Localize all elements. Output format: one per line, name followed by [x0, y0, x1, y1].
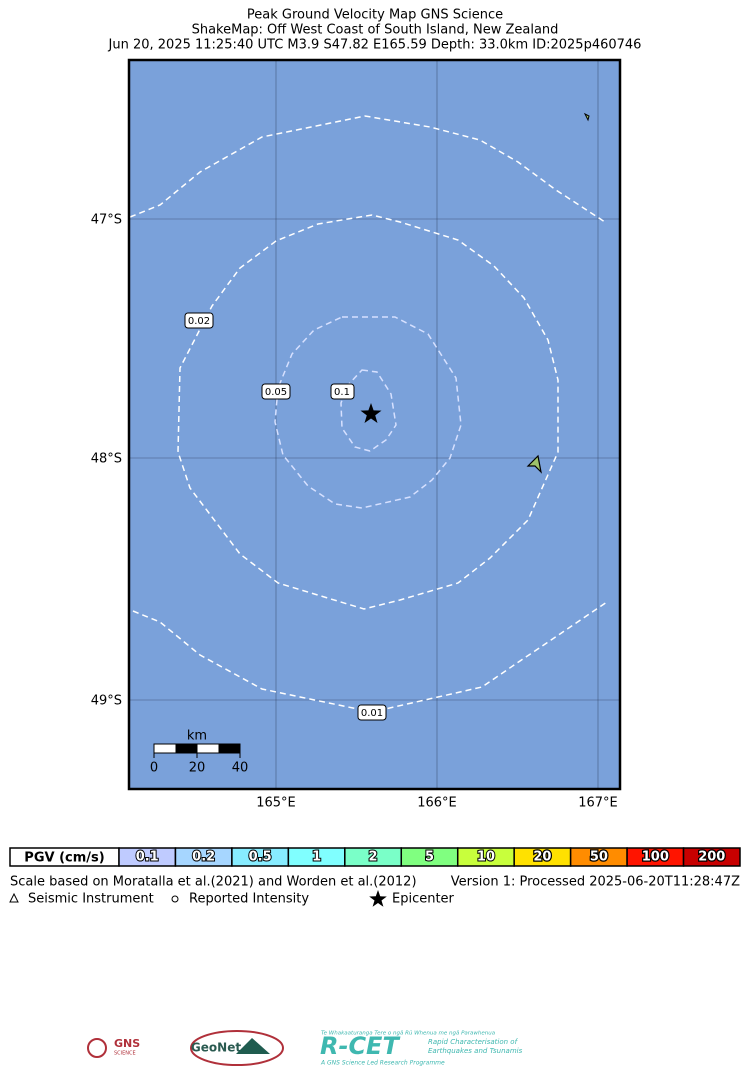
contour-label-box [330, 383, 355, 400]
ocean [129, 60, 620, 789]
map-frame [127, 58, 622, 791]
scale-unit: km [187, 729, 207, 744]
scale-label: 20 [189, 761, 206, 776]
contour [274, 316, 462, 509]
gns-logo: GNS [114, 1037, 140, 1050]
legend-cell [682, 847, 741, 867]
instrument-symbol [9, 892, 19, 903]
contour-label-box [357, 704, 387, 721]
version: Version 1: Processed 2025-06-20T11:28:47… [451, 875, 740, 890]
contour-label: 0.05 [265, 387, 287, 398]
legend-label: 10 [477, 850, 495, 865]
scale-note: Scale based on Moratalla et al.(2021) an… [10, 875, 417, 890]
island [583, 112, 590, 122]
rcet-bottom: A GNS Science Led Research Programme [320, 1060, 445, 1067]
lon-label: 165°E [256, 796, 296, 811]
geonet-logo: GeoNet [191, 1041, 241, 1055]
lon-label: 166°E [417, 796, 457, 811]
legend-symbol-label: Reported Intensity [189, 892, 309, 907]
scale-label: 0 [150, 761, 158, 776]
scale-label: 40 [232, 761, 249, 776]
legend-label: 5 [425, 850, 434, 865]
contour-label-box [184, 312, 214, 329]
pgv-legend: PGV (cm/s) 0.1 0.2 0.5 1 2 5 10 20 50 100 200 [9, 847, 741, 867]
scale-bar: km 0 20 40 [150, 729, 248, 776]
contour-label-box [261, 383, 291, 400]
map: 0.02 0.05 0.1 0.01 km 0 20 40 [127, 58, 622, 791]
rcet-side: Rapid Characterisation of [428, 1038, 519, 1046]
contour-label: 0.1 [334, 387, 350, 398]
lon-label: 167°E [578, 796, 618, 811]
legend-label: 1 [312, 850, 321, 865]
intensity-symbol [171, 895, 179, 903]
legend-label: 0.1 [136, 850, 159, 865]
rcet-top: Te Whakaaturanga Tere o ngā Rū Whenua me… [321, 1031, 496, 1037]
rcet-side: Earthquakes and Tsunamis [428, 1047, 523, 1055]
contour [177, 214, 559, 610]
lat-label: 47°S [91, 213, 122, 228]
contour-label: 0.02 [188, 316, 210, 327]
legend-label: 20 [533, 850, 551, 865]
gns-icon [87, 1038, 107, 1058]
legend-label: 50 [590, 850, 608, 865]
contour-label: 0.01 [361, 708, 383, 719]
legend-title: PGV (cm/s) [24, 851, 104, 866]
island [526, 454, 542, 474]
legend-label: 0.2 [192, 850, 215, 865]
legend-label: 0.5 [249, 850, 272, 865]
title-line: ShakeMap: Off West Coast of South Island… [192, 23, 559, 38]
title-line: Jun 20, 2025 11:25:40 UTC M3.9 S47.82 E1… [108, 38, 642, 53]
epicenter [360, 403, 382, 423]
geonet-mountain [236, 1038, 270, 1054]
contour [129, 115, 606, 223]
lat-label: 48°S [91, 452, 122, 467]
geonet-ring [190, 1030, 284, 1066]
title-line: Peak Ground Velocity Map GNS Science [247, 8, 503, 23]
scale-seg [175, 744, 197, 753]
scale-seg [218, 744, 240, 753]
legend-label: 100 [642, 850, 669, 865]
lat-label: 49°S [91, 694, 122, 709]
epicenter-symbol [369, 890, 387, 907]
rcet-logo: R-CET [320, 1032, 400, 1060]
legend-symbol-label: Seismic Instrument [28, 892, 154, 907]
legend-label: 2 [369, 850, 378, 865]
gns-logo-sub: SCIENCE [114, 1051, 136, 1057]
logos: GNS SCIENCE GeoNet Te Whakaaturanga Tere… [87, 1030, 523, 1067]
legend-label: 200 [698, 850, 725, 865]
legend-symbol-label: Epicenter [392, 892, 455, 907]
